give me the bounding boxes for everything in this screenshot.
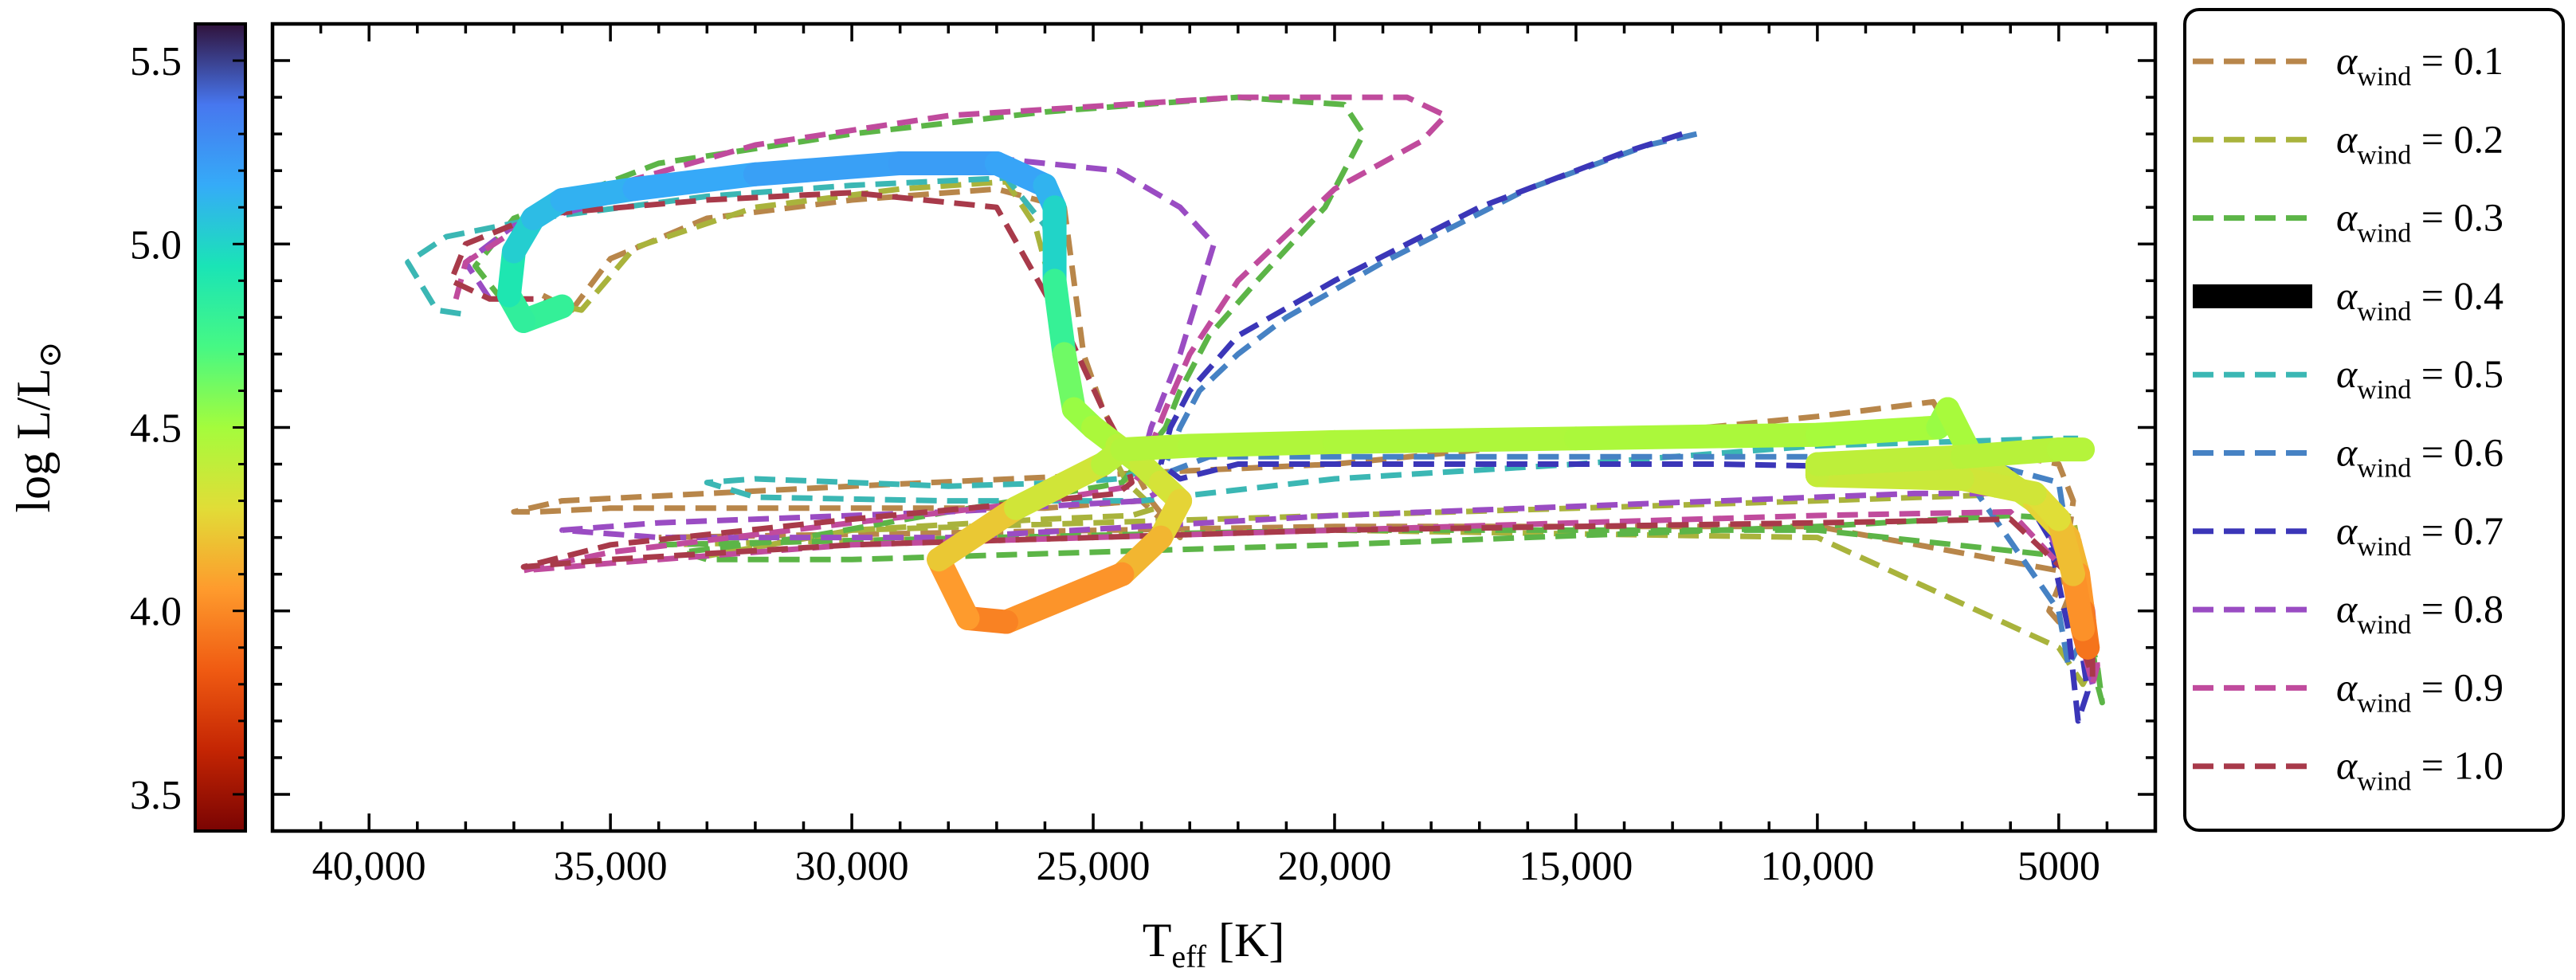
x-tick-label: 10,000	[1760, 844, 1874, 889]
legend-label: αwind = 0.2	[2336, 116, 2503, 170]
legend-entry: αwind = 0.8	[2193, 586, 2503, 640]
legend-label: αwind = 0.4	[2336, 273, 2503, 327]
y-tick-label: 5.5	[130, 39, 182, 84]
x-tick-label: 35,000	[554, 844, 668, 889]
legend-label: αwind = 0.1	[2336, 38, 2503, 92]
series-alpha-0-1	[511, 186, 2081, 625]
legend-label: αwind = 0.7	[2336, 508, 2503, 562]
series-segment	[1950, 466, 2047, 506]
series-line	[472, 94, 2105, 706]
x-axis-title: Teff [K]	[1143, 914, 1285, 974]
y-tick-label: 4.0	[130, 590, 182, 635]
series-segment	[622, 162, 767, 202]
series-alpha-0-4	[496, 151, 2100, 660]
legend-label: αwind = 1.0	[2336, 743, 2503, 797]
series-segment	[1805, 463, 1974, 491]
legend-entry: αwind = 0.1	[2193, 38, 2503, 92]
x-tick-label: 15,000	[1519, 844, 1633, 889]
legend-label: αwind = 0.9	[2336, 664, 2503, 718]
legend-entry: αwind = 0.9	[2193, 664, 2503, 718]
series-segment	[1004, 452, 1115, 520]
y-tick-label: 4.5	[130, 406, 182, 452]
series-segment	[1042, 269, 1076, 367]
series-line	[511, 186, 2081, 625]
y-axis-title: log L/L⊙	[7, 341, 68, 512]
x-tick-label: 25,000	[1037, 844, 1151, 889]
legend-label: αwind = 0.6	[2336, 430, 2503, 484]
series-alpha-0-3	[472, 94, 2105, 706]
x-axis-title-main: T	[1143, 914, 1172, 966]
y-axis-title-main: log L/L	[7, 368, 60, 513]
x-axis-title-sub: eff	[1171, 939, 1206, 974]
y-tick-label: 3.5	[130, 773, 182, 818]
x-tick-labels: 40,000 35,000 30,000 25,000 20,000 15,000 10,0…	[312, 844, 2100, 889]
legend-label: αwind = 0.8	[2336, 586, 2503, 640]
y-tick-labels: 3.5 4.0 4.5 5.0 5.5	[130, 39, 182, 818]
series-line	[542, 178, 2096, 688]
x-tick-label: 30,000	[795, 844, 909, 889]
series-segment	[1322, 426, 1588, 454]
plot-area	[233, 22, 2158, 833]
series-segment	[743, 151, 912, 186]
legend-entry: αwind = 0.7	[2193, 508, 2503, 562]
series-layer	[405, 94, 2105, 724]
series-segment	[1805, 445, 1974, 476]
legend-entry: αwind = 0.5	[2193, 351, 2503, 405]
legend-entry: αwind = 1.0	[2193, 743, 2503, 797]
legend-label: αwind = 0.3	[2336, 195, 2503, 249]
y-axis-title-symbol: ⊙	[32, 341, 68, 368]
legend-frame	[2183, 8, 2565, 832]
legend-entry: αwind = 0.3	[2193, 195, 2503, 249]
legend-entry: αwind = 0.2	[2193, 116, 2503, 170]
series-segment	[927, 496, 1029, 572]
x-tick-label: 20,000	[1277, 844, 1391, 889]
x-axis-title-unit: [K]	[1206, 914, 1284, 966]
series-segment	[994, 562, 1135, 634]
legend-entry: αwind = 0.6	[2193, 430, 2503, 484]
series-alpha-0-2	[542, 178, 2096, 688]
legend: αwind = 0.1 αwind = 0.2 αwind = 0.3 αwind =…	[2183, 8, 2565, 832]
x-tick-label: 5000	[2017, 844, 2100, 889]
series-segment	[1950, 437, 2071, 469]
x-tick-label: 40,000	[312, 844, 426, 889]
series-segment	[1805, 415, 1951, 447]
series-segment	[550, 177, 647, 213]
y-tick-label: 5.0	[130, 222, 182, 268]
series-segment	[1178, 429, 1347, 458]
plot-frame	[270, 22, 2158, 833]
series-segment	[1563, 422, 1829, 451]
legend-label: αwind = 0.5	[2336, 351, 2503, 405]
legend-entry: αwind = 0.4	[2193, 273, 2503, 327]
